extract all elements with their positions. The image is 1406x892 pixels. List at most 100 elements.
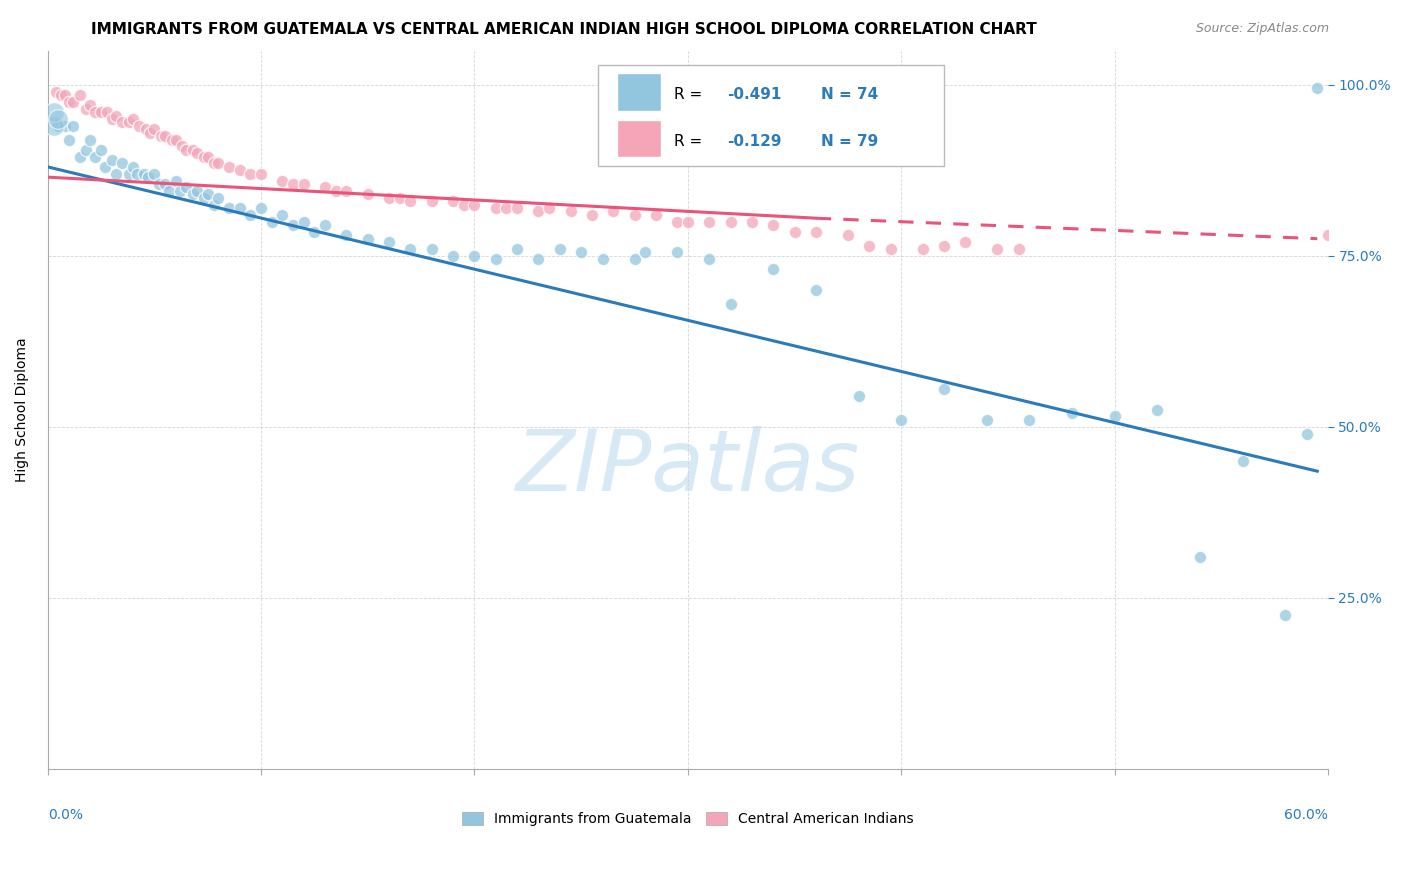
Point <box>111 115 134 129</box>
Point <box>229 163 252 178</box>
Point <box>186 146 208 161</box>
Point <box>160 132 183 146</box>
Point <box>250 201 273 215</box>
Point <box>911 242 934 256</box>
Point <box>181 187 204 202</box>
Point <box>53 88 76 103</box>
Point <box>762 218 785 232</box>
Point <box>90 105 112 120</box>
Point <box>202 197 225 211</box>
Point <box>1060 406 1083 420</box>
Point <box>1104 409 1126 424</box>
Text: N = 79: N = 79 <box>821 134 879 149</box>
Point <box>644 208 666 222</box>
Point <box>485 252 508 267</box>
Point <box>157 184 180 198</box>
Point <box>48 119 70 133</box>
Point <box>53 119 76 133</box>
Point <box>783 225 806 239</box>
Point <box>111 156 134 170</box>
Point <box>1146 402 1168 417</box>
Point <box>986 242 1008 256</box>
Point <box>325 184 347 198</box>
Point <box>932 238 955 252</box>
Point <box>292 214 315 228</box>
Point <box>697 252 720 267</box>
Point <box>804 283 827 297</box>
Point <box>83 105 105 120</box>
Point <box>304 225 326 239</box>
Point <box>281 177 304 191</box>
Point <box>560 204 582 219</box>
Point <box>858 238 880 252</box>
Point <box>581 208 603 222</box>
Point <box>118 115 141 129</box>
Point <box>148 177 170 191</box>
Point <box>335 184 357 198</box>
Text: N = 74: N = 74 <box>821 87 879 103</box>
Point <box>357 187 380 202</box>
Point <box>720 296 742 310</box>
Legend: Immigrants from Guatemala, Central American Indians: Immigrants from Guatemala, Central Ameri… <box>463 812 914 826</box>
Point <box>79 98 101 112</box>
Point <box>218 201 240 215</box>
Point <box>143 122 166 136</box>
Point <box>250 167 273 181</box>
Point <box>271 173 294 187</box>
Point <box>197 187 219 202</box>
Point <box>1188 549 1211 564</box>
Point <box>186 184 208 198</box>
Point <box>281 218 304 232</box>
Point <box>1232 454 1254 468</box>
Point <box>955 235 977 249</box>
Point <box>69 150 91 164</box>
Point <box>118 167 141 181</box>
Point <box>176 143 198 157</box>
Point <box>762 262 785 277</box>
Point <box>720 214 742 228</box>
Point <box>75 143 97 157</box>
Point <box>538 201 561 215</box>
Text: -0.491: -0.491 <box>727 87 782 103</box>
Point <box>666 245 689 260</box>
Point <box>548 242 571 256</box>
Point <box>58 95 80 109</box>
Point <box>1007 242 1029 256</box>
Point <box>239 167 262 181</box>
Point <box>172 139 194 153</box>
Point <box>463 249 485 263</box>
Point <box>169 184 191 198</box>
Point <box>44 105 66 120</box>
Point <box>122 112 145 126</box>
Point <box>527 204 550 219</box>
Point <box>506 242 529 256</box>
Point <box>634 245 657 260</box>
Point <box>463 197 485 211</box>
Point <box>165 173 187 187</box>
Point <box>153 129 176 144</box>
Point <box>441 194 464 208</box>
Text: 0.0%: 0.0% <box>48 808 83 822</box>
Point <box>135 122 157 136</box>
Point <box>127 167 149 181</box>
Point <box>314 218 336 232</box>
Text: Source: ZipAtlas.com: Source: ZipAtlas.com <box>1195 22 1329 36</box>
Point <box>357 232 380 246</box>
FancyBboxPatch shape <box>598 65 943 166</box>
Point <box>1274 607 1296 622</box>
Point <box>890 413 912 427</box>
Point <box>378 235 401 249</box>
Point <box>976 413 998 427</box>
Point <box>1295 426 1317 441</box>
Point <box>153 177 176 191</box>
Point <box>90 143 112 157</box>
FancyBboxPatch shape <box>617 73 661 111</box>
Point <box>58 132 80 146</box>
Point <box>848 389 870 403</box>
Point <box>420 194 443 208</box>
Point <box>105 109 128 123</box>
Point <box>527 252 550 267</box>
Text: 60.0%: 60.0% <box>1284 808 1327 822</box>
Point <box>202 156 225 170</box>
Point <box>1306 81 1329 95</box>
